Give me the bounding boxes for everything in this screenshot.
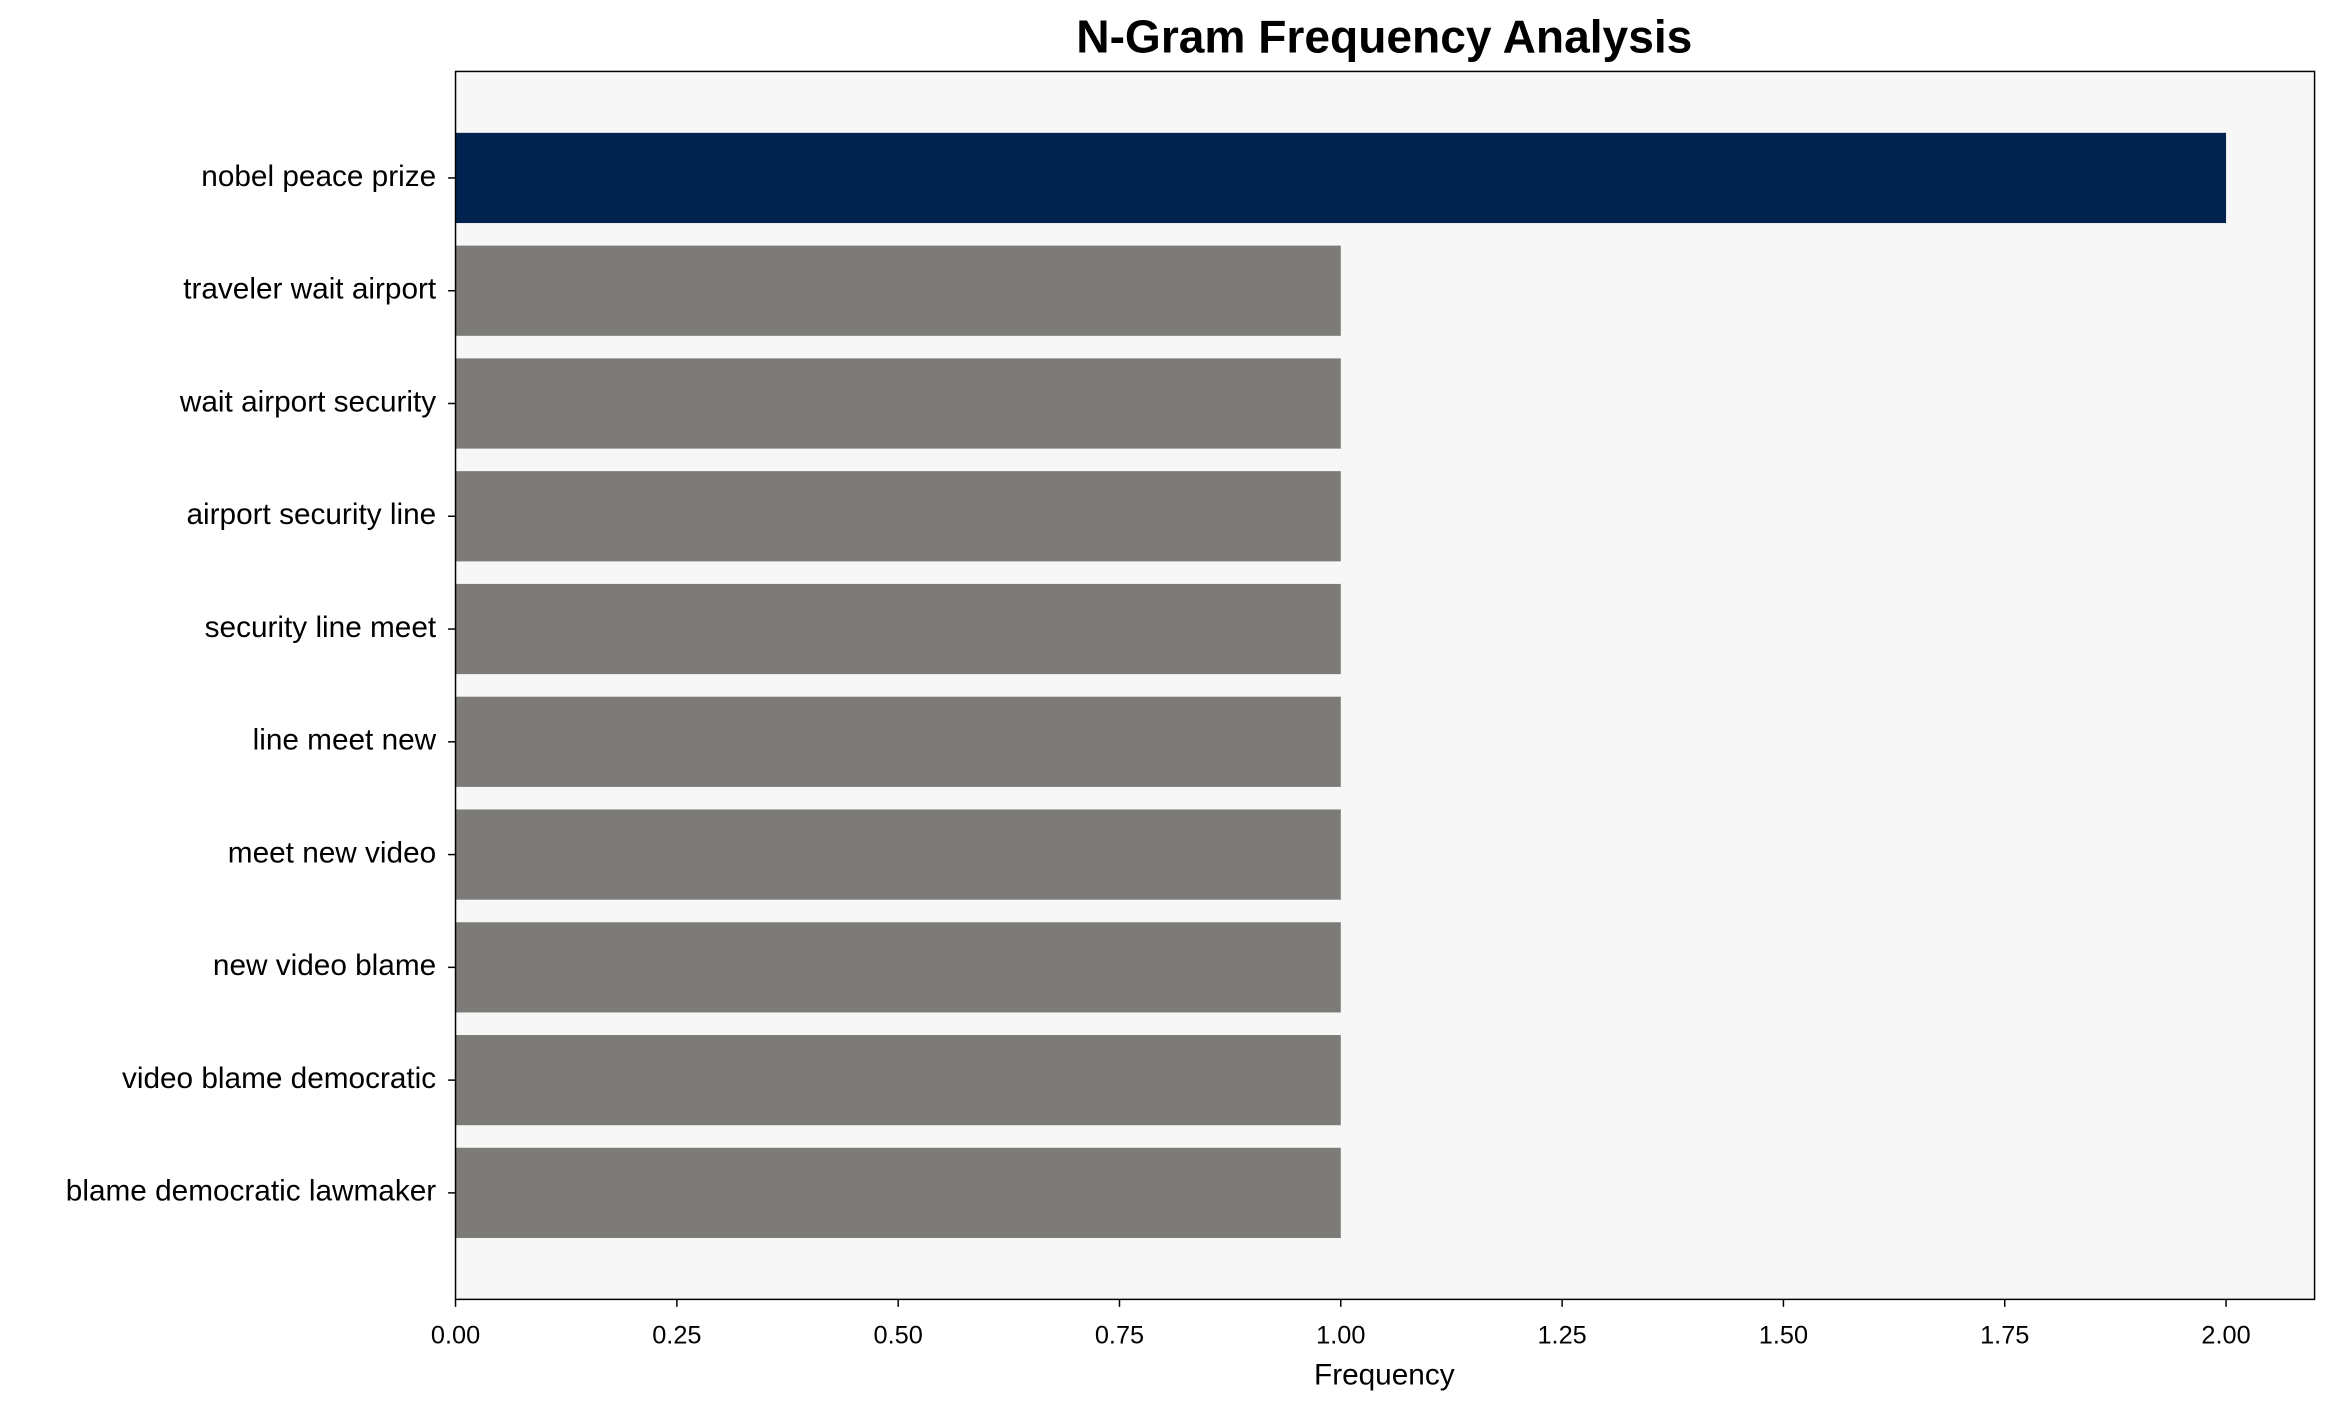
- y-tick-label: airport security line: [187, 498, 437, 531]
- bar: [455, 583, 1341, 675]
- y-tick-label: wait airport security: [179, 385, 436, 418]
- plot-frame: [454, 70, 2316, 1301]
- x-tick-label: 1.75: [1980, 1321, 2029, 1349]
- y-tick-label: new video blame: [213, 949, 436, 982]
- bar: [455, 471, 1341, 562]
- y-tick-label: line meet new: [253, 724, 437, 757]
- x-axis-label: Frequency: [1314, 1359, 1455, 1392]
- bar: [455, 245, 1341, 336]
- bar: [455, 132, 2227, 224]
- x-tick-label: 1.50: [1759, 1321, 1808, 1349]
- bar: [455, 809, 1341, 900]
- bar: [455, 922, 1341, 1013]
- y-tick-label: traveler wait airport: [183, 273, 437, 306]
- bar: [455, 696, 1341, 787]
- x-tick-label: 1.25: [1537, 1321, 1586, 1349]
- x-tick-label: 0.75: [1095, 1321, 1144, 1349]
- x-tick-label: 2.00: [2201, 1321, 2250, 1349]
- bar: [455, 1147, 1341, 1238]
- bar: [455, 358, 1341, 449]
- x-tick-label: 0.50: [874, 1321, 923, 1349]
- y-tick-label: blame democratic lawmaker: [66, 1175, 436, 1208]
- chart-title: N-Gram Frequency Analysis: [1076, 10, 1692, 62]
- x-tick-label: 1.00: [1316, 1321, 1365, 1349]
- y-tick-label: security line meet: [205, 611, 437, 644]
- y-tick-label: nobel peace prize: [201, 160, 436, 193]
- x-tick-label: 0.00: [431, 1321, 480, 1349]
- bar: [455, 1035, 1341, 1126]
- y-tick-label: meet new video: [228, 836, 436, 869]
- x-tick-label: 0.25: [652, 1321, 701, 1349]
- y-tick-label: video blame democratic: [122, 1062, 436, 1095]
